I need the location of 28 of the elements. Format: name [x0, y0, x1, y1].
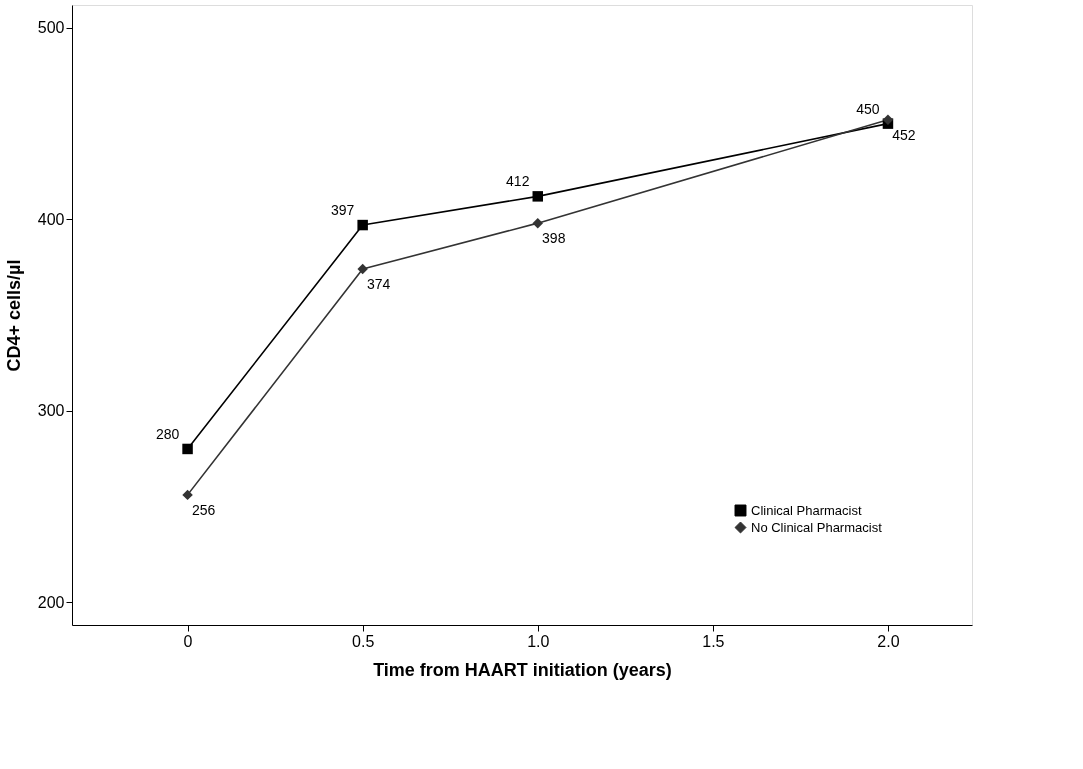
data-label: 374 [366, 276, 391, 293]
x-tick-label: 0.5 [352, 632, 375, 650]
y-tick-label: 300 [37, 402, 65, 420]
data-label: 398 [542, 230, 566, 247]
y-axis-title: CD4+ cells/µl [3, 259, 24, 372]
x-axis-title: Time from HAART initiation (years) [373, 659, 672, 680]
point [882, 114, 894, 126]
data-label: 452 [892, 126, 916, 143]
point [182, 443, 193, 455]
x-tick-label: 0 [183, 632, 193, 650]
x-tick-label: 1.0 [527, 632, 550, 650]
point [532, 191, 543, 202]
data-label: 450 [856, 100, 880, 117]
data-label: 256 [191, 501, 216, 518]
legend-label: Clinical Pharmacist [751, 502, 862, 518]
y-tick-label: 500 [37, 19, 65, 37]
point [532, 217, 543, 229]
point [357, 263, 368, 275]
y-tick-label: 200 [37, 593, 65, 611]
data-label: 397 [330, 202, 355, 219]
point [357, 219, 368, 231]
data-label: 412 [506, 173, 530, 190]
y-tick-label: 400 [37, 210, 65, 228]
point [182, 489, 193, 501]
legend-label: No Clinical Pharmacist [751, 519, 883, 535]
data-label: 280 [155, 425, 180, 442]
x-tick-label: 1.5 [702, 632, 725, 650]
x-tick-label: 2.0 [877, 632, 900, 650]
